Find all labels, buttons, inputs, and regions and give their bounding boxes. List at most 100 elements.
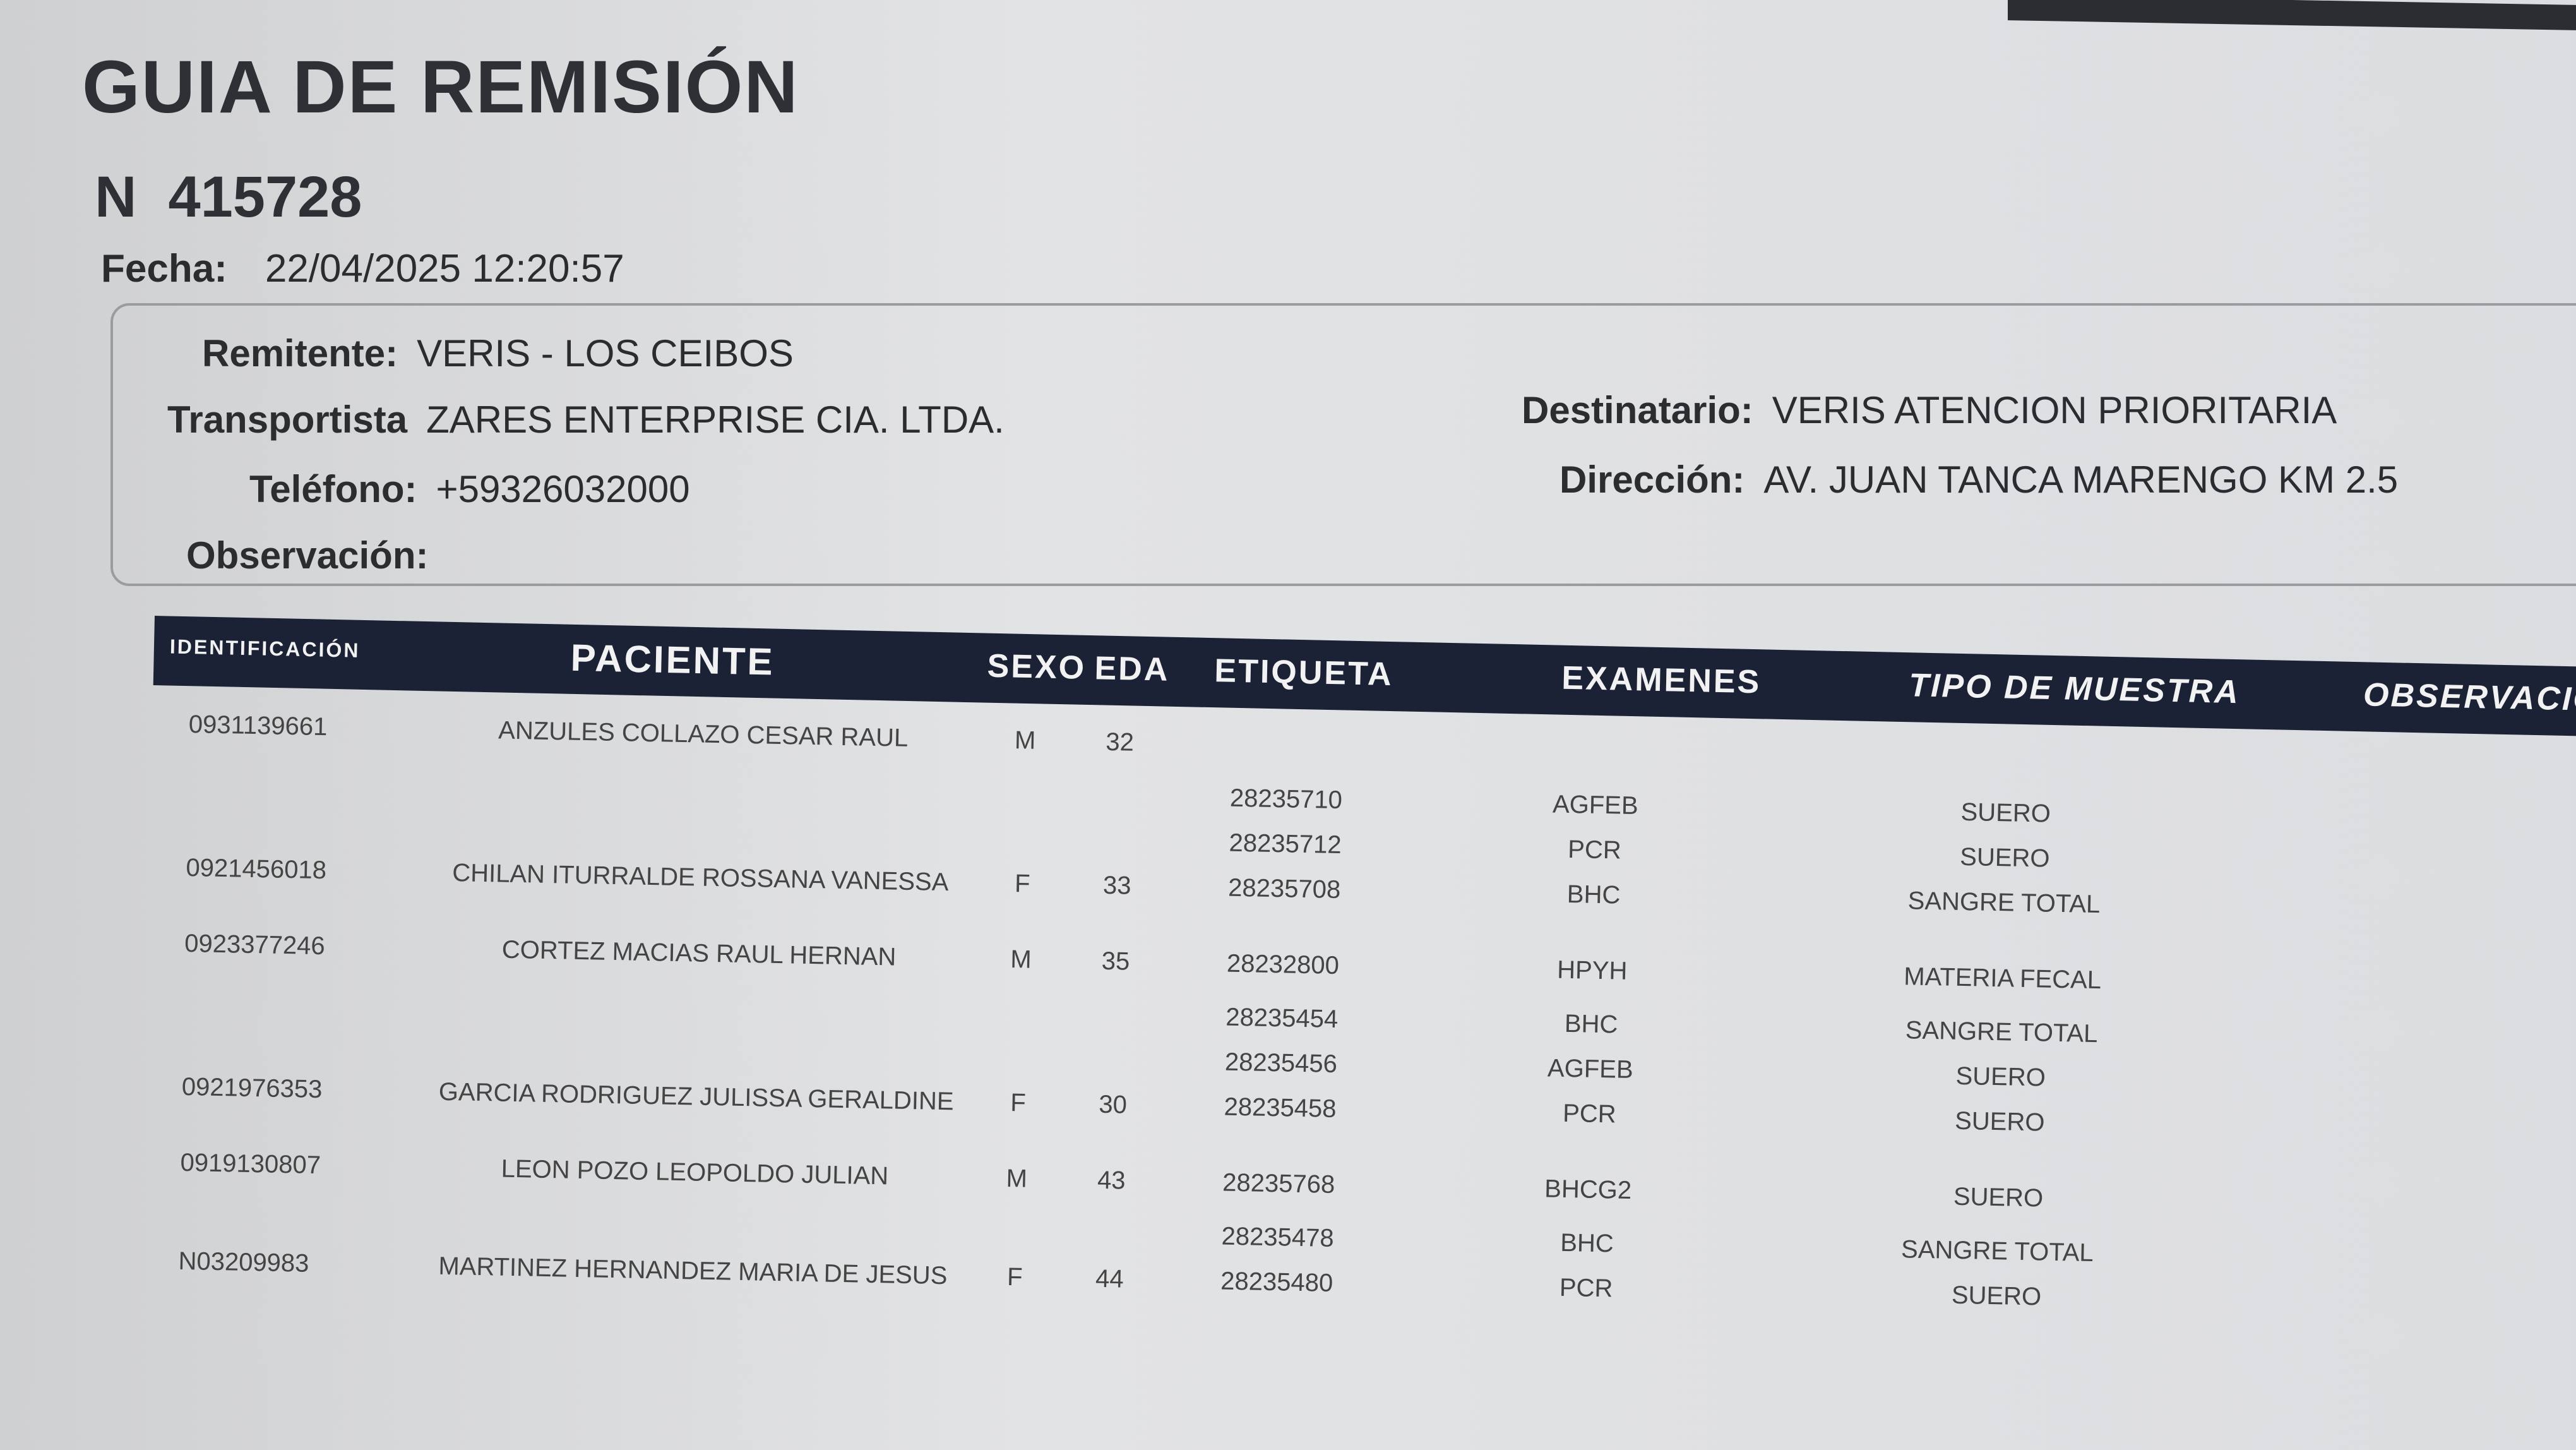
sample-type: SANGRE TOTAL — [1907, 887, 2101, 919]
sample-row: 28232800 HPYH MATERIA FECAL — [1163, 949, 2224, 997]
patient-id: 0921456018 — [186, 853, 327, 885]
sample-type: SUERO — [1959, 842, 2050, 873]
page-title: GUIA DE REMISIÓN — [82, 45, 799, 129]
sample-type: SANGRE TOTAL — [1905, 1016, 2098, 1048]
date: Fecha: 22/04/2025 12:20:57 — [101, 246, 624, 291]
transportista-value: ZARES ENTERPRISE CIA. LTDA. — [426, 398, 1005, 441]
col-tipo-muestra: TIPO DE MUESTRA — [1908, 667, 2241, 711]
table-row: 0923377246 CORTEZ MACIAS RAUL HERNAN M 35 28… — [184, 908, 2521, 1003]
patient-name: LEON POZO LEOPOLDO JULIAN — [501, 1154, 889, 1190]
patient-sex: F — [1014, 870, 1030, 898]
sample-label: 28235712 — [1229, 829, 1342, 860]
sample-exam: AGFEB — [1552, 790, 1639, 820]
remitente-label: Remitente: — [202, 332, 398, 374]
transportista-label: Transportista — [167, 398, 408, 441]
sample-row: 28235454 BHC SANGRE TOTAL — [1162, 1002, 2223, 1051]
sample-exam: BHC — [1564, 1009, 1618, 1039]
sample-label: 28232800 — [1226, 949, 1340, 980]
direccion-label: Dirección: — [1559, 458, 1745, 501]
patient-sex: M — [1006, 1164, 1028, 1193]
sample-type: SANGRE TOTAL — [1900, 1235, 2094, 1267]
sample-label: 28235480 — [1220, 1267, 1333, 1297]
patient-sex: F — [1010, 1089, 1027, 1117]
sample-exam: BHC — [1559, 1228, 1614, 1258]
sample-label: 28235708 — [1227, 873, 1341, 904]
sample-exam: BHC — [1566, 880, 1621, 909]
patient-info: 0919130807 LEON POZO LEOPOLDO JULIAN M 43 — [180, 1149, 1159, 1196]
patient-name: CORTEZ MACIAS RAUL HERNAN — [501, 935, 897, 971]
number-value: 415728 — [168, 165, 362, 229]
patient-sex: M — [1010, 945, 1032, 974]
sample-label: 28235454 — [1225, 1003, 1339, 1034]
sample-type: SUERO — [1960, 798, 2051, 828]
date-value: 22/04/2025 12:20:57 — [265, 247, 624, 291]
sample-list: 28235768 BHCG2 SUERO — [1159, 1168, 2220, 1216]
observacion-label: Observación: — [186, 534, 429, 577]
direccion-field: Dirección: AV. JUAN TANCA MARENGO KM 2.5 — [1559, 458, 2398, 501]
telefono-field: Teléfono: +59326032000 — [249, 467, 690, 511]
patient-info: 0931139661 ANZULES COLLAZO CESAR RAUL M 32 — [188, 710, 1167, 758]
sample-row: 28235458 PCR SUERO — [1160, 1092, 2221, 1141]
patient-age: 43 — [1097, 1166, 1126, 1195]
sample-label: 28235478 — [1221, 1222, 1335, 1252]
patient-age: 33 — [1102, 871, 1131, 900]
sample-exam: AGFEB — [1547, 1054, 1634, 1084]
sample-label: 28235456 — [1224, 1048, 1338, 1079]
destinatario-field: Destinatario: VERIS ATENCION PRIORITARIA — [1522, 388, 2337, 432]
table-row: 0921976353 GARCIA RODRIGUEZ JULISSA GERAL… — [181, 983, 2519, 1146]
sample-exam: BHCG2 — [1544, 1175, 1632, 1204]
patient-age: 30 — [1098, 1090, 1128, 1119]
patient-id: 0919130807 — [180, 1148, 321, 1180]
sample-exam: HPYH — [1556, 956, 1628, 985]
shipment-info-box — [110, 303, 2576, 586]
remitente-value: VERIS - LOS CEIBOS — [417, 332, 794, 374]
patient-id: 0923377246 — [184, 929, 326, 961]
direccion-value: AV. JUAN TANCA MARENGO KM 2.5 — [1763, 458, 2399, 501]
patient-name: GARCIA RODRIGUEZ JULISSA GERALDINE — [438, 1077, 954, 1116]
sample-exam: PCR — [1567, 835, 1622, 865]
sample-type: SUERO — [1954, 1106, 2045, 1137]
col-examenes: EXAMENES — [1561, 659, 1762, 701]
observacion-field: Observación: — [186, 534, 447, 577]
sample-type: SUERO — [1951, 1281, 2042, 1311]
table-row: 0919130807 LEON POZO LEOPOLDO JULIAN M 43 28… — [180, 1127, 2517, 1222]
patient-info: 0921976353 GARCIA RODRIGUEZ JULISSA GERAL… — [181, 1073, 1160, 1120]
screen-bezel — [2008, 0, 2576, 30]
sample-row: 28235712 PCR SUERO — [1165, 828, 2226, 877]
telefono-label: Teléfono: — [249, 468, 417, 510]
remitente-field: Remitente: VERIS - LOS CEIBOS — [202, 332, 794, 375]
patient-age: 35 — [1101, 947, 1130, 976]
sample-list: 28235478 BHC SANGRE TOTAL 28235480 PCR SUERO — [1157, 1221, 2219, 1315]
table-row: 0921456018 CHILAN ITURRALDE ROSSANA VANES… — [186, 764, 2524, 927]
sample-list: 28235710 AGFEB SUERO 28235712 PCR SUERO 282357… — [1164, 783, 2227, 921]
table-row: N03209983 MARTINEZ HERNANDEZ MARIA DE JES… — [178, 1202, 2515, 1321]
patient-id: 0921976353 — [181, 1072, 323, 1104]
sample-row: 28235708 BHC SANGRE TOTAL — [1164, 873, 2226, 921]
col-etiqueta: ETIQUETA — [1213, 652, 1394, 693]
sample-type: SUERO — [1955, 1062, 2046, 1092]
sample-list: 28232800 HPYH MATERIA FECAL — [1163, 949, 2224, 997]
col-identificacion: IDENTIFICACIÓN — [169, 635, 361, 662]
patient-info: 0921456018 CHILAN ITURRALDE ROSSANA VANES… — [186, 854, 1165, 901]
sample-label: 28235768 — [1222, 1168, 1335, 1199]
patient-name: MARTINEZ HERNANDEZ MARIA DE JESUS — [438, 1252, 948, 1290]
col-sexo: SEXO — [987, 647, 1087, 686]
patient-info: 0923377246 CORTEZ MACIAS RAUL HERNAN M 35 — [184, 930, 1164, 977]
document-number: N 415728 — [95, 164, 362, 231]
sample-row: 28235478 BHC SANGRE TOTAL — [1157, 1221, 2219, 1270]
transportista-field: Transportista ZARES ENTERPRISE CIA. LTDA. — [167, 398, 1005, 441]
number-label: N — [95, 165, 137, 229]
sample-row: 28235480 PCR SUERO — [1157, 1266, 2218, 1315]
patient-age: 32 — [1105, 728, 1135, 757]
sample-list: 28235454 BHC SANGRE TOTAL 28235456 AGFEB SUER… — [1160, 1002, 2222, 1141]
sample-exam: PCR — [1562, 1099, 1617, 1129]
destinatario-value: VERIS ATENCION PRIORITARIA — [1772, 389, 2337, 431]
patient-id: N03209983 — [178, 1247, 309, 1278]
sample-row: 28235768 BHCG2 SUERO — [1159, 1168, 2220, 1216]
patient-info: N03209983 MARTINEZ HERNANDEZ MARIA DE JES… — [178, 1247, 1157, 1295]
sample-row: 28235710 AGFEB SUERO — [1166, 783, 2227, 832]
patient-age: 44 — [1095, 1264, 1124, 1293]
destinatario-label: Destinatario: — [1522, 389, 1753, 431]
col-paciente: PACIENTE — [570, 636, 775, 683]
sample-row: 28235456 AGFEB SUERO — [1161, 1047, 2222, 1096]
